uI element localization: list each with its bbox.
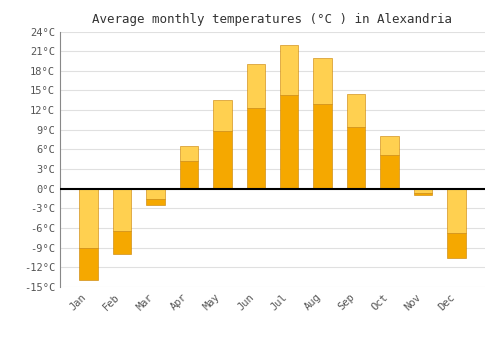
Title: Average monthly temperatures (°C ) in Alexandria: Average monthly temperatures (°C ) in Al… xyxy=(92,13,452,26)
Bar xyxy=(347,94,366,127)
Bar xyxy=(280,44,298,95)
Bar xyxy=(314,58,332,104)
Bar xyxy=(380,136,399,155)
Bar xyxy=(448,189,466,233)
Bar xyxy=(113,231,131,254)
Bar xyxy=(80,248,98,280)
Bar xyxy=(80,189,98,248)
Bar xyxy=(246,64,265,108)
Bar xyxy=(347,127,366,189)
Bar xyxy=(180,146,198,161)
Bar xyxy=(113,189,131,231)
Bar xyxy=(448,233,466,258)
Bar xyxy=(246,108,265,189)
Bar xyxy=(414,193,432,195)
Bar xyxy=(314,104,332,189)
Bar xyxy=(180,161,198,189)
Bar xyxy=(213,131,232,189)
Bar xyxy=(146,189,165,199)
Bar xyxy=(146,199,165,205)
Bar xyxy=(213,100,232,131)
Bar xyxy=(280,95,298,189)
Bar xyxy=(414,189,432,193)
Bar xyxy=(380,155,399,189)
